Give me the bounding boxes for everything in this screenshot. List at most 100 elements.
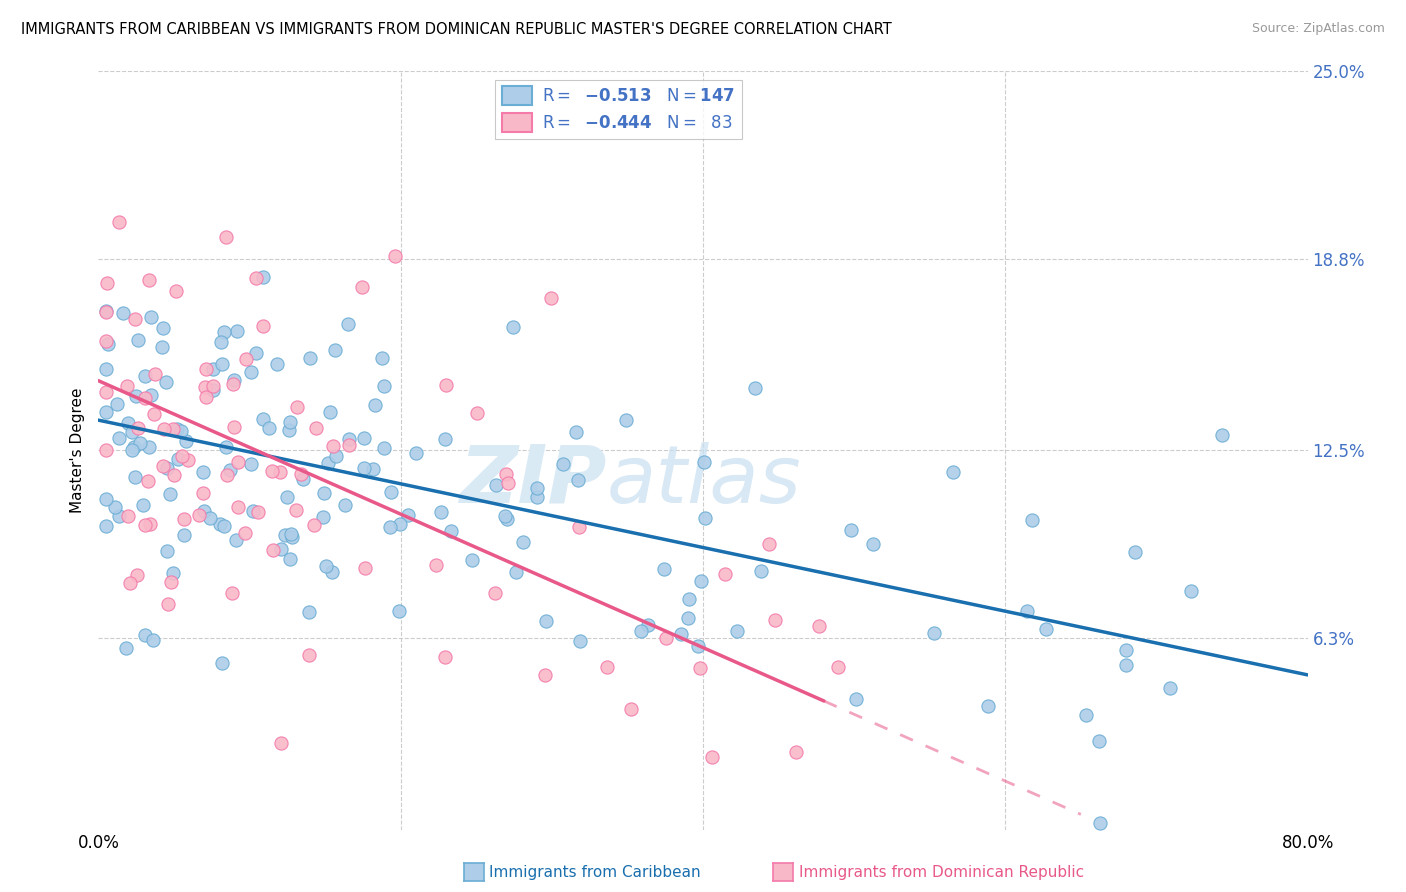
Point	[534, 615, 557, 629]
Point	[156, 460, 179, 475]
Point	[568, 520, 591, 534]
Point	[201, 361, 224, 376]
Point	[1088, 734, 1111, 748]
Point	[749, 565, 772, 579]
Point	[285, 400, 308, 414]
Point	[526, 481, 548, 495]
Point	[565, 425, 588, 439]
Point	[108, 431, 131, 445]
Point	[163, 468, 186, 483]
Point	[94, 442, 117, 457]
Point	[315, 558, 337, 573]
Point	[266, 357, 288, 371]
Point	[125, 388, 148, 402]
Point	[678, 611, 700, 625]
Point	[298, 648, 321, 662]
Point	[637, 618, 659, 632]
Point	[553, 457, 575, 471]
Point	[319, 405, 342, 419]
Point	[94, 385, 117, 400]
Point	[117, 379, 139, 393]
Point	[700, 749, 723, 764]
Point	[505, 565, 527, 579]
Point	[117, 509, 139, 524]
Point	[262, 464, 284, 478]
Point	[142, 632, 165, 647]
Point	[188, 508, 211, 522]
Point	[195, 361, 218, 376]
Point	[292, 472, 315, 486]
Point	[239, 458, 262, 472]
Point	[839, 523, 862, 537]
Point	[353, 461, 375, 475]
Point	[1180, 583, 1202, 598]
Point	[512, 534, 534, 549]
Point	[141, 310, 163, 324]
Point	[226, 500, 249, 515]
Point	[127, 421, 149, 435]
Point	[270, 541, 292, 556]
Point	[763, 613, 786, 627]
Point	[388, 603, 411, 617]
Point	[502, 319, 524, 334]
Point	[845, 692, 868, 706]
Point	[173, 512, 195, 526]
Point	[276, 490, 298, 504]
Point	[141, 388, 163, 402]
Legend: $\mathregular{R = }$  $\mathbf{-0.513}$   $\mathregular{N = }$$\mathbf{147}$, $\: $\mathregular{R = }$ $\mathbf{-0.513}$ $…	[495, 79, 741, 138]
Point	[252, 270, 274, 285]
Point	[117, 416, 139, 430]
Point	[162, 422, 184, 436]
Point	[689, 574, 711, 588]
Point	[173, 527, 195, 541]
Point	[166, 452, 188, 467]
Point	[655, 632, 678, 646]
Point	[155, 376, 177, 390]
Point	[496, 475, 519, 490]
Point	[127, 333, 149, 347]
Point	[215, 467, 238, 482]
Point	[193, 504, 215, 518]
Point	[1021, 513, 1043, 527]
Point	[162, 566, 184, 580]
Text: Source: ZipAtlas.com: Source: ZipAtlas.com	[1251, 22, 1385, 36]
Point	[165, 284, 187, 298]
Point	[134, 369, 156, 384]
Point	[122, 440, 145, 454]
Point	[321, 565, 343, 579]
Point	[160, 574, 183, 589]
Point	[384, 249, 406, 263]
Point	[212, 325, 235, 339]
Point	[94, 491, 117, 506]
Point	[225, 324, 247, 338]
Point	[211, 357, 233, 371]
Point	[108, 509, 131, 524]
Point	[827, 659, 849, 673]
Point	[568, 634, 591, 648]
Point	[221, 585, 243, 599]
Point	[758, 536, 780, 550]
Point	[678, 592, 700, 607]
Point	[134, 391, 156, 405]
Point	[214, 440, 236, 454]
Text: ZIP: ZIP	[458, 442, 606, 520]
Point	[337, 318, 360, 332]
Point	[977, 698, 1000, 713]
Point	[245, 271, 267, 285]
Point	[225, 533, 247, 547]
Point	[361, 462, 384, 476]
Point	[121, 425, 143, 439]
Point	[198, 511, 221, 525]
Point	[115, 640, 138, 655]
Point	[862, 537, 884, 551]
Point	[425, 558, 447, 572]
Point	[337, 432, 360, 446]
Point	[156, 597, 179, 611]
Point	[124, 311, 146, 326]
Point	[485, 478, 508, 492]
Point	[94, 305, 117, 319]
Point	[1015, 604, 1038, 618]
Point	[333, 498, 356, 512]
Point	[94, 519, 117, 533]
Point	[285, 503, 308, 517]
